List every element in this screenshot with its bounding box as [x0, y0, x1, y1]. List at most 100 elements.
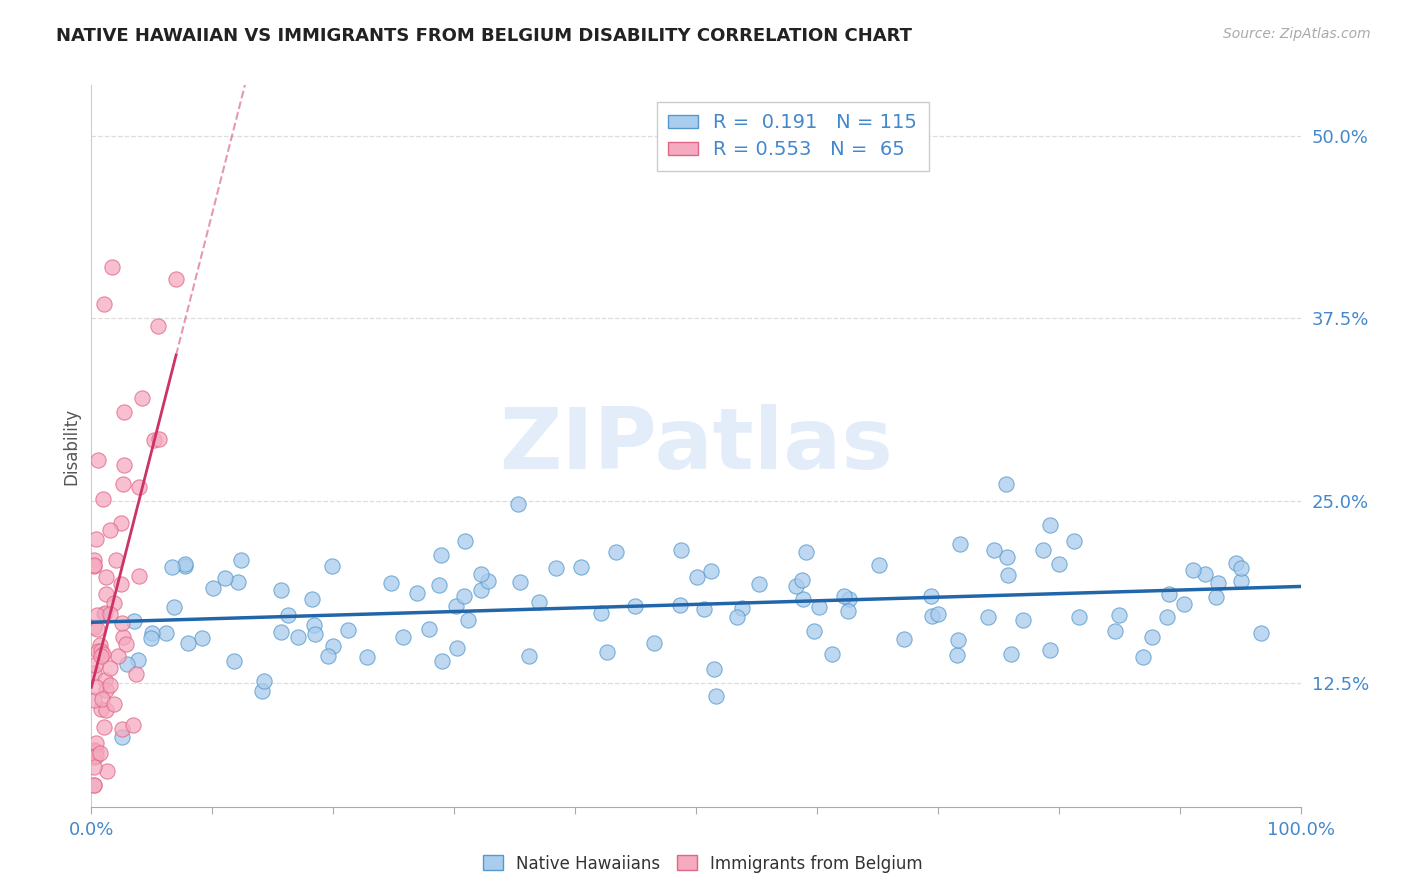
Point — [86, 622, 108, 636]
Point — [1032, 542, 1054, 557]
Point — [162, 560, 184, 574]
Point — [122, 718, 145, 732]
Point — [921, 609, 943, 624]
Point — [93, 720, 115, 734]
Point — [977, 609, 1000, 624]
Point — [100, 260, 122, 275]
Point — [1225, 556, 1247, 570]
Point — [1194, 566, 1216, 581]
Point — [131, 391, 153, 405]
Point — [785, 579, 807, 593]
Point — [87, 453, 110, 467]
Point — [84, 744, 107, 758]
Point — [84, 532, 107, 546]
Point — [837, 604, 859, 618]
Point — [83, 750, 105, 764]
Point — [93, 296, 115, 310]
Point — [91, 647, 114, 661]
Point — [418, 623, 440, 637]
Point — [807, 599, 830, 614]
Point — [748, 577, 770, 591]
Point — [949, 537, 972, 551]
Point — [457, 613, 479, 627]
Point — [304, 627, 326, 641]
Point — [128, 569, 150, 583]
Point — [591, 606, 613, 620]
Point — [997, 568, 1019, 582]
Point — [93, 607, 115, 621]
Point — [83, 553, 105, 567]
Point — [231, 552, 253, 566]
Point — [214, 571, 236, 585]
Point — [83, 743, 105, 757]
Point — [446, 641, 468, 656]
Point — [643, 636, 665, 650]
Point — [94, 683, 117, 698]
Point — [90, 644, 112, 658]
Point — [1173, 597, 1195, 611]
Point — [90, 648, 112, 663]
Point — [86, 644, 108, 658]
Point — [83, 559, 105, 574]
Point — [429, 548, 451, 562]
Point — [228, 575, 250, 590]
Point — [270, 625, 292, 640]
Point — [89, 702, 111, 716]
Point — [98, 607, 121, 622]
Point — [668, 599, 690, 613]
Point — [115, 637, 138, 651]
Point — [995, 549, 1018, 564]
Point — [86, 607, 108, 622]
Point — [252, 674, 274, 689]
Point — [90, 692, 112, 706]
Point — [927, 607, 949, 621]
Text: ZIPatlas: ZIPatlas — [499, 404, 893, 488]
Point — [98, 660, 121, 674]
Point — [141, 626, 163, 640]
Point — [89, 746, 111, 760]
Point — [91, 492, 114, 507]
Point — [725, 610, 748, 624]
Point — [98, 524, 121, 538]
Text: NATIVE HAWAIIAN VS IMMIGRANTS FROM BELGIUM DISABILITY CORRELATION CHART: NATIVE HAWAIIAN VS IMMIGRANTS FROM BELGI… — [56, 27, 912, 45]
Point — [1012, 613, 1035, 627]
Point — [336, 623, 359, 637]
Point — [605, 544, 627, 558]
Point — [321, 558, 343, 573]
Point — [105, 552, 128, 566]
Point — [569, 560, 592, 574]
Point — [112, 630, 135, 644]
Point — [322, 639, 344, 653]
Point — [946, 648, 969, 662]
Point — [103, 698, 125, 712]
Point — [1205, 590, 1227, 604]
Point — [1142, 631, 1164, 645]
Point — [84, 749, 107, 764]
Point — [832, 589, 855, 603]
Point — [794, 545, 817, 559]
Point — [250, 684, 273, 698]
Point — [699, 564, 721, 578]
Point — [177, 636, 200, 650]
Point — [1039, 517, 1062, 532]
Legend: R =  0.191   N = 115, R = 0.553   N =  65: R = 0.191 N = 115, R = 0.553 N = 65 — [657, 102, 929, 170]
Point — [127, 653, 149, 667]
Point — [1250, 625, 1272, 640]
Point — [117, 657, 139, 672]
Point — [143, 434, 166, 448]
Point — [803, 624, 825, 638]
Point — [98, 678, 121, 692]
Point — [301, 591, 323, 606]
Point — [838, 592, 860, 607]
Point — [671, 542, 693, 557]
Point — [270, 583, 292, 598]
Point — [83, 778, 105, 792]
Point — [1000, 647, 1022, 661]
Point — [83, 666, 105, 681]
Point — [983, 543, 1005, 558]
Point — [94, 673, 117, 687]
Point — [1156, 610, 1178, 624]
Point — [148, 432, 170, 446]
Point — [406, 586, 429, 600]
Point — [83, 658, 105, 673]
